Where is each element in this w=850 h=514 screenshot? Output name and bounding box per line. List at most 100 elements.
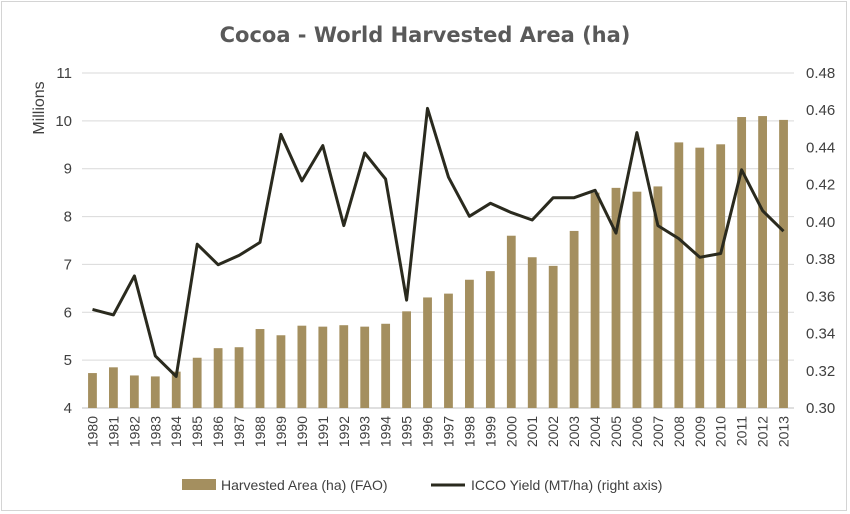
x-tick-label: 1981 — [105, 416, 121, 447]
y2-tick-label: 0.46 — [806, 102, 835, 119]
bar — [255, 329, 265, 408]
y-tick-label: 9 — [64, 161, 72, 178]
bar — [695, 147, 705, 408]
x-tick-label: 1991 — [315, 416, 331, 447]
x-tick-label: 2008 — [671, 416, 687, 447]
bar-series — [88, 116, 788, 409]
y-tick-label: 10 — [55, 113, 72, 130]
bar — [171, 371, 181, 408]
y2-tick-label: 0.30 — [806, 400, 835, 417]
x-tick-label: 1983 — [147, 416, 163, 447]
y-tick-label: 8 — [64, 209, 72, 226]
x-tick-label: 1985 — [189, 416, 205, 447]
x-tick-label: 1986 — [210, 416, 226, 447]
bar — [527, 257, 537, 408]
bar — [318, 326, 328, 408]
legend-swatch-harvested-area — [182, 479, 216, 490]
bar — [569, 230, 579, 408]
y2-tick-label: 0.36 — [806, 288, 835, 305]
bar — [192, 357, 202, 408]
x-tick-label: 1997 — [440, 416, 456, 447]
legend: Harvested Area (ha) (FAO) ICCO Yield (MT… — [182, 477, 662, 493]
x-tick-label: 2011 — [734, 416, 750, 446]
x-axis-ticks: 1980 1981 1982 1983 1984 1985 1986 1987 1988 1989… — [84, 416, 791, 447]
bar — [674, 142, 684, 408]
bar — [360, 326, 370, 408]
x-tick-label: 1994 — [378, 416, 394, 447]
chart-title: Cocoa - World Harvested Area (ha) — [220, 23, 631, 47]
y-tick-label: 4 — [64, 400, 72, 417]
x-tick-label: 1998 — [461, 416, 477, 447]
x-tick-label: 1996 — [420, 416, 436, 447]
bar — [276, 335, 286, 408]
y-tick-label: 11 — [56, 65, 72, 82]
x-tick-label: 1988 — [252, 416, 268, 447]
yield-line — [92, 106, 785, 378]
bar — [423, 297, 432, 408]
x-tick-label: 2006 — [629, 416, 645, 447]
bar — [444, 293, 453, 408]
bar — [716, 144, 726, 409]
legend-label-icco-yield: ICCO Yield (MT/ha) (right axis) — [471, 477, 662, 493]
gridlines — [82, 72, 794, 409]
y-tick-label: 7 — [64, 256, 72, 273]
x-tick-label: 1984 — [168, 416, 184, 447]
y2-tick-label: 0.44 — [806, 139, 835, 156]
bar — [590, 192, 600, 408]
x-tick-label: 2002 — [545, 416, 561, 447]
bar — [548, 265, 558, 408]
bar — [297, 325, 307, 408]
bar — [758, 116, 767, 409]
y-axis-label: Millions — [31, 81, 48, 134]
x-tick-label: 2012 — [755, 416, 771, 447]
bar — [381, 323, 391, 408]
bar — [402, 311, 411, 408]
x-tick-label: 1982 — [126, 416, 142, 447]
bar — [653, 186, 663, 408]
y-axis-ticks: 4 5 6 7 8 9 10 11 — [55, 65, 72, 417]
bar — [88, 373, 97, 408]
x-tick-label: 2004 — [587, 416, 603, 447]
y2-tick-label: 0.48 — [806, 65, 835, 82]
bar — [150, 376, 160, 408]
y2-tick-label: 0.40 — [806, 214, 835, 231]
bar — [506, 235, 516, 408]
line-series — [92, 106, 785, 378]
x-tick-label: 1995 — [399, 416, 415, 447]
bar — [632, 191, 642, 408]
x-tick-label: 1989 — [273, 416, 289, 447]
x-tick-label: 1992 — [336, 416, 352, 447]
bar — [779, 119, 788, 409]
y2-axis-ticks: 0.30 0.32 0.34 0.36 0.38 0.40 0.42 0.44 0.46 0.48 — [806, 65, 835, 417]
y-tick-label: 6 — [64, 304, 72, 321]
bar — [339, 325, 349, 408]
bar — [485, 271, 495, 408]
x-tick-label: 1993 — [357, 416, 373, 447]
x-tick-label: 2005 — [608, 416, 624, 447]
legend-label-harvested-area: Harvested Area (ha) (FAO) — [221, 477, 388, 493]
x-tick-label: 1990 — [294, 416, 310, 447]
x-tick-label: 1999 — [482, 416, 498, 447]
x-tick-label: 1980 — [84, 416, 100, 447]
y2-tick-label: 0.34 — [806, 326, 835, 343]
x-tick-label: 2003 — [566, 416, 582, 447]
bar — [109, 367, 118, 408]
x-tick-label: 2010 — [713, 416, 729, 447]
bar — [465, 279, 474, 408]
bar — [611, 187, 621, 408]
y2-tick-label: 0.42 — [806, 177, 835, 194]
bar — [737, 117, 747, 409]
x-tick-label: 2007 — [650, 416, 666, 447]
bar — [234, 347, 244, 408]
x-tick-label: 2013 — [776, 416, 792, 447]
y-tick-label: 5 — [64, 352, 72, 369]
y2-tick-label: 0.38 — [806, 251, 835, 268]
bar — [213, 348, 223, 408]
x-tick-label: 1987 — [231, 416, 247, 447]
x-tick-label: 2009 — [692, 416, 708, 447]
bar — [129, 375, 139, 408]
y2-tick-label: 0.32 — [806, 363, 835, 380]
x-tick-label: 2001 — [524, 416, 540, 447]
